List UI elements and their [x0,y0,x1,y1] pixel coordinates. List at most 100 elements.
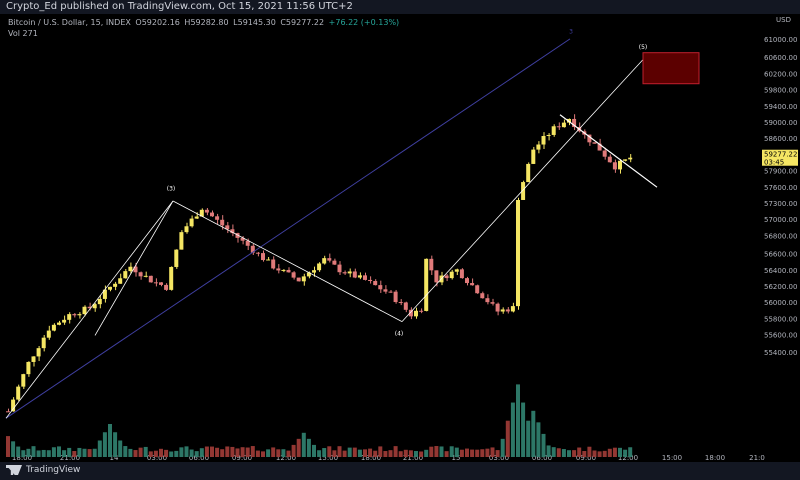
volume-bar [11,441,16,457]
volume-bar [199,448,204,457]
volume-bar [225,446,230,457]
volume-bar [301,432,306,457]
candle [408,309,413,317]
volume-bar [312,444,316,457]
volume-bar [495,450,500,457]
volume-bar [276,449,281,457]
volume-bar [189,449,194,457]
brand-logo[interactable]: TradingView [6,465,80,475]
candle [240,237,245,241]
candle [312,270,316,273]
volume-bar [485,448,490,457]
candle [414,310,418,317]
candle [337,264,342,273]
publisher-text: Crypto_Ed published on TradingView.com, … [6,1,353,12]
candle [57,322,61,325]
close-value: C59277.22 [280,18,325,27]
candle [342,272,347,274]
price-tick-label: 59000.00 [764,119,797,127]
candle [388,291,393,293]
volume-bar [291,444,296,457]
volume-bar [429,446,434,457]
volume-bar [332,450,337,457]
candle [352,271,357,278]
volume-value: 271 [22,29,38,38]
volume-bar [419,451,424,457]
volume-bar [26,448,31,457]
time-tick-label: 12:00 [618,454,638,462]
volume-bar [531,410,536,457]
time-tick-label: 21:0 [749,454,765,462]
price-tick-label: 56800.00 [764,232,797,240]
candle [500,309,505,312]
candle [434,270,439,283]
volume-bar [255,450,260,457]
candle [67,314,72,320]
candle [31,356,36,362]
candle [143,275,148,277]
wave-line [172,200,403,323]
candle [296,277,301,282]
candle [419,310,424,312]
candle [327,258,332,261]
volume-bar [51,447,56,457]
chart-legend: Bitcoin / U.S. Dollar, 15, INDEX O59202.… [8,18,401,38]
symbol-label: Bitcoin / U.S. Dollar, 15, INDEX [8,18,131,27]
wave-line [5,200,174,419]
volume-bar [118,440,123,457]
high-value: H59282.80 [184,18,229,27]
candle [561,122,566,128]
price-chart[interactable]: USD 61000.00 60600.00 60200.00 59800.00 59400… [0,14,800,462]
time-tick-label: 12:00 [276,454,296,462]
last-price-tag [762,149,798,166]
candle [72,314,77,316]
volume-bar [582,450,587,457]
candle [286,269,291,273]
volume-bar [434,446,439,457]
candle [118,278,123,284]
time-tick-label: 03:00 [489,454,509,462]
time-tick-label: 15 [452,454,461,462]
candle [210,212,214,217]
volume-bar [587,446,592,457]
candle [602,150,607,157]
candle [148,275,153,283]
volume-bar [363,449,367,457]
volume-bar [480,449,485,457]
candle [526,163,531,183]
price-tick-label: 56600.00 [764,251,797,259]
price-tick-label: 60200.00 [764,70,797,78]
candle [215,216,220,220]
candle [556,126,561,128]
volume-bar [398,451,403,457]
volume-bar [551,447,556,457]
candle [607,156,612,163]
volume-bar [597,451,602,457]
candle [490,302,495,304]
volume-bar [602,450,607,457]
volume-bar [153,450,158,457]
volume-bar [439,446,444,457]
volume-bar [414,450,418,457]
candle [536,144,541,150]
volume-bar [623,449,628,457]
candle [108,286,112,290]
price-tick-label: 55400.00 [764,349,797,357]
candle [276,268,281,271]
volume-bar [383,451,388,457]
volume-bar [220,449,225,457]
candle [266,259,271,261]
volume-bar [342,450,347,457]
candle [113,283,118,287]
price-tick-label: 59400.00 [764,103,797,111]
volume-bar [235,448,240,457]
ohlc-line: Bitcoin / U.S. Dollar, 15, INDEX O59202.… [8,18,401,27]
volume-label: Vol [8,29,20,38]
price-tick-label: 57900.00 [764,168,797,176]
volume-bar [510,402,515,457]
volume-bar [57,446,61,457]
candle [373,281,378,286]
price-tick-label: 57000.00 [764,216,797,224]
time-tick-label: 18:00 [705,454,725,462]
candle [194,216,199,219]
